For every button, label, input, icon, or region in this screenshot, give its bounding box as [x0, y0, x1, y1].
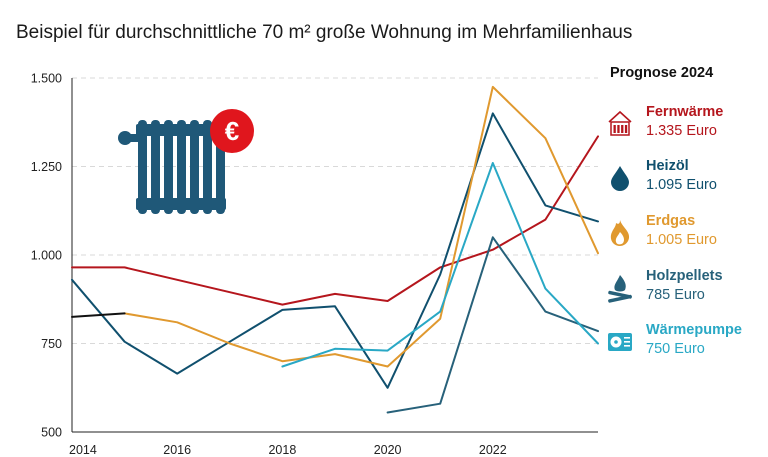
grid: [72, 77, 598, 344]
house-body: [610, 121, 630, 136]
series-line-fernwärme: [71, 135, 599, 306]
radiator-rib: [613, 125, 616, 133]
y-tick-label: 1.000: [31, 249, 62, 263]
wood-fire-icon: [608, 275, 632, 303]
x-tick-label: 2022: [479, 443, 507, 457]
legend-item-fernwärme: Fernwärme 1.335 Euro: [608, 104, 723, 139]
fire-shape: [614, 275, 626, 292]
legend-value: 1.095 Euro: [646, 177, 717, 193]
fan-hub: [614, 340, 618, 344]
flame-icon: [610, 220, 630, 246]
legend-item-heizöl: Heizöl 1.095 Euro: [611, 158, 717, 193]
legend-name: Wärmepumpe: [646, 322, 742, 338]
radiator-rib: [624, 125, 628, 133]
legend-name: Erdgas: [646, 213, 695, 229]
euro-symbol: €: [225, 116, 239, 146]
radiator-rib: [617, 125, 620, 133]
y-tick-label: 1.500: [31, 72, 62, 86]
vent-slat: [624, 345, 630, 347]
drop-shape: [611, 166, 629, 191]
radiator-rib: [621, 125, 624, 133]
drop-icon: [611, 166, 629, 191]
house-roof: [608, 110, 632, 123]
x-tick-label: 2020: [374, 443, 402, 457]
legend-value: 1.005 Euro: [646, 232, 717, 248]
legend-item-holzpellets: Holzpellets 785 Euro: [608, 268, 723, 303]
series-line-erdgas: [123, 85, 599, 368]
y-tick-label: 500: [41, 426, 62, 440]
vent-slat: [624, 337, 630, 339]
flame-inner: [615, 232, 624, 245]
legend: Fernwärme 1.335 Euro Heizöl 1.095 Euro Erdga…: [608, 104, 742, 357]
legend-name: Fernwärme: [646, 104, 723, 120]
heat-pump-icon: [608, 333, 632, 351]
x-tick-label: 2018: [268, 443, 296, 457]
radiator-icon: [608, 110, 632, 136]
legend-name: Holzpellets: [646, 268, 723, 284]
legend-value: 1.335 Euro: [646, 123, 717, 139]
euro-badge-icon: €: [210, 109, 254, 153]
x-tick-label: 2014: [69, 443, 97, 457]
legend-item-wärmepumpe: Wärmepumpe 750 Euro: [608, 322, 742, 357]
x-tick-label: 2016: [163, 443, 191, 457]
legend-value: 750 Euro: [646, 341, 705, 357]
legend-name: Heizöl: [646, 158, 689, 174]
legend-item-erdgas: Erdgas 1.005 Euro: [610, 213, 717, 248]
series-line-unlabeled: [71, 312, 126, 318]
axes: 500 750 1.000 1.250 1.500 2014 2016 2018 2020 202…: [31, 72, 598, 457]
chart-title: Beispiel für durchschnittliche 70 m² gro…: [16, 22, 632, 43]
y-tick-label: 750: [41, 337, 62, 351]
vent-slat: [624, 341, 630, 343]
series-line-holzpellets: [386, 236, 599, 414]
series-lines: [71, 85, 599, 414]
y-tick-label: 1.250: [31, 160, 62, 174]
series-line-heizöl: [71, 112, 599, 389]
series-line-wärmepumpe: [281, 162, 599, 368]
legend-title: Prognose 2024: [610, 65, 713, 81]
log-shape: [608, 294, 632, 303]
radiator-icon: [118, 120, 226, 214]
legend-value: 785 Euro: [646, 287, 705, 303]
radiator-illustration: €: [118, 109, 254, 214]
